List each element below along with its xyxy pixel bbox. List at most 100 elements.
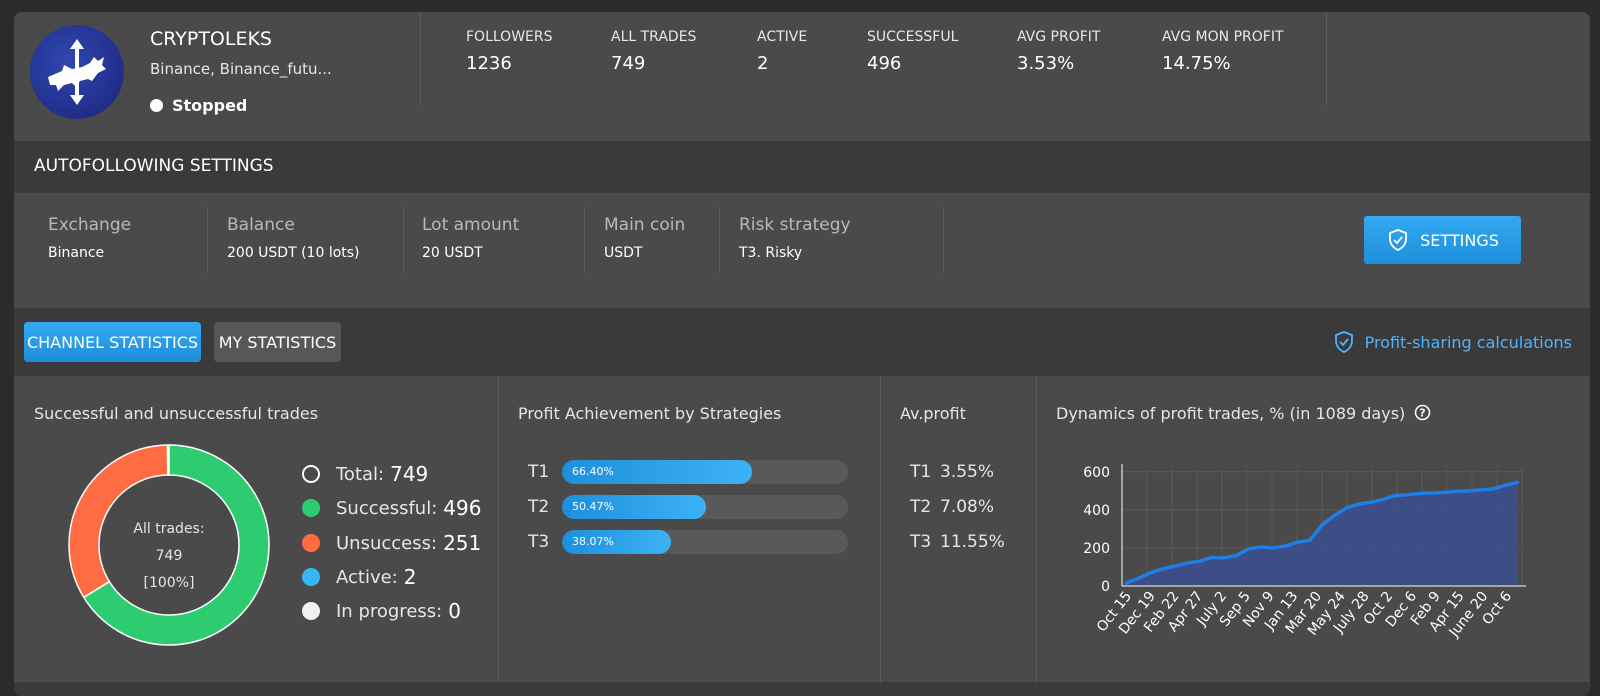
- divider: [420, 12, 421, 105]
- data-point: [1492, 487, 1495, 491]
- stat-label: ACTIVE: [757, 29, 808, 45]
- autofollowing-title: AUTOFOLLOWING SETTINGS: [34, 156, 274, 176]
- divider: [584, 207, 585, 273]
- data-point: [1198, 559, 1201, 563]
- strategy-bar-fill: [562, 530, 671, 554]
- data-point: [1357, 502, 1361, 506]
- avprofit-label: T1: [910, 462, 932, 482]
- data-point: [1222, 556, 1226, 560]
- divider: [498, 376, 499, 682]
- stat-value: 14.75%: [1162, 53, 1231, 74]
- settings-button-label: SETTINGS: [1420, 230, 1499, 250]
- strategy-bar-percent: 66.40%: [572, 465, 614, 478]
- field-value: T3. Risky: [739, 245, 803, 261]
- data-point: [1234, 554, 1238, 558]
- strategy-bar-row: T2 50.47%: [528, 495, 848, 519]
- avprofit-value: 7.08%: [940, 497, 995, 517]
- legend-item: Active: 2: [302, 565, 416, 589]
- legend-value: 749: [390, 462, 429, 486]
- legend-label: Total:: [336, 463, 385, 485]
- data-point: [1173, 564, 1177, 568]
- legend-item: In progress: 0: [302, 599, 461, 623]
- field-value: Binance: [48, 245, 105, 261]
- legend-label: Active:: [336, 566, 398, 588]
- legend-value: 2: [403, 565, 417, 589]
- stat-label: AVG MON PROFIT: [1162, 29, 1284, 45]
- data-point: [1467, 489, 1471, 493]
- legend-item: Successful: 496: [302, 496, 481, 520]
- strategy-bar-row: T3 38.07%: [528, 530, 848, 554]
- avprofit-value: 3.55%: [940, 462, 995, 482]
- data-point: [1455, 489, 1459, 493]
- profit-sharing-link[interactable]: Profit-sharing calculations: [1332, 330, 1572, 354]
- stat-successful: SUCCESSFUL 496: [867, 29, 958, 74]
- legend-value: 496: [443, 496, 482, 520]
- strategy-bar-percent: 38.07%: [572, 535, 614, 548]
- donut-slice-successful: [82, 444, 270, 646]
- legend-dot-icon: [302, 602, 320, 620]
- tab-my-statistics[interactable]: MY STATISTICS: [214, 322, 341, 362]
- field-main-coin: Main coin USDT: [604, 215, 685, 261]
- data-point: [1332, 514, 1336, 518]
- field-risk-strategy: Risk strategy T3. Risky: [739, 215, 851, 261]
- legend-label: Unsuccess:: [336, 532, 438, 554]
- help-icon[interactable]: ?: [1414, 404, 1431, 421]
- strategy-label: T2: [528, 497, 550, 517]
- strategy-bar-fill: [562, 495, 707, 519]
- stat-avg-profit: AVG PROFIT 3.53%: [1017, 29, 1100, 74]
- avprofit-row: T1 3.55%: [910, 462, 994, 482]
- data-point: [1504, 483, 1508, 487]
- stat-label: ALL TRADES: [611, 29, 697, 45]
- avprofit-value: 11.55%: [940, 532, 1005, 552]
- data-point: [1210, 555, 1214, 559]
- channel-status: Stopped: [150, 96, 247, 115]
- channel-avatar: [30, 25, 124, 119]
- stat-active: ACTIVE 2: [757, 29, 807, 74]
- data-point: [1247, 547, 1250, 551]
- field-label: Lot amount: [422, 215, 520, 235]
- data-point: [1381, 497, 1385, 501]
- channel-panel: CRYPTOLEKS Binance, Binance_futu... Stop…: [14, 12, 1590, 696]
- status-label: Stopped: [172, 96, 248, 115]
- divider: [880, 376, 881, 682]
- legend-dot-icon: [302, 499, 320, 517]
- data-point: [1136, 576, 1140, 580]
- divider: [207, 207, 208, 273]
- tab-channel-statistics[interactable]: CHANNEL STATISTICS: [24, 322, 201, 362]
- footer-strip: [14, 682, 1590, 696]
- legend-item: Total: 749: [302, 462, 428, 486]
- field-label: Balance: [227, 215, 295, 235]
- dynamics-title-wrap: Dynamics of profit trades, % (in 1089 da…: [1056, 404, 1431, 423]
- autofollowing-header: AUTOFOLLOWING SETTINGS: [14, 141, 1590, 193]
- status-dot-icon: [150, 99, 163, 112]
- strategies-title: Profit Achievement by Strategies: [518, 404, 782, 423]
- data-point: [1308, 538, 1312, 542]
- shield-check-icon: [1389, 229, 1408, 251]
- donut-slice-unsuccess: [68, 444, 169, 599]
- strategy-bar-percent: 50.47%: [572, 500, 614, 513]
- avprofit-label: T3: [910, 532, 932, 552]
- strategy-bar-track: 38.07%: [562, 530, 848, 554]
- data-point: [1185, 561, 1189, 565]
- stat-label: FOLLOWERS: [466, 29, 553, 45]
- channel-header: CRYPTOLEKS Binance, Binance_futu... Stop…: [14, 12, 1590, 141]
- stat-value: 749: [611, 53, 646, 74]
- data-point: [1516, 480, 1520, 484]
- settings-button[interactable]: SETTINGS: [1364, 216, 1521, 264]
- data-point: [1283, 544, 1287, 548]
- stat-label: SUCCESSFUL: [867, 29, 959, 45]
- svg-text:?: ?: [1420, 407, 1426, 420]
- avprofit-label: T2: [910, 497, 932, 517]
- divider: [943, 207, 944, 273]
- legend-value: 251: [443, 531, 482, 555]
- strategy-bar-fill: [562, 460, 752, 484]
- data-point: [1430, 491, 1434, 495]
- y-tick-label: 0: [1101, 579, 1110, 595]
- trades-title: Successful and unsuccessful trades: [34, 404, 319, 423]
- strategy-bar-track: 66.40%: [562, 460, 848, 484]
- legend-dot-icon: [302, 465, 320, 483]
- field-value: 20 USDT: [422, 245, 483, 261]
- channel-exchanges: Binance, Binance_futu...: [150, 60, 332, 78]
- legend-label: Successful:: [336, 497, 438, 519]
